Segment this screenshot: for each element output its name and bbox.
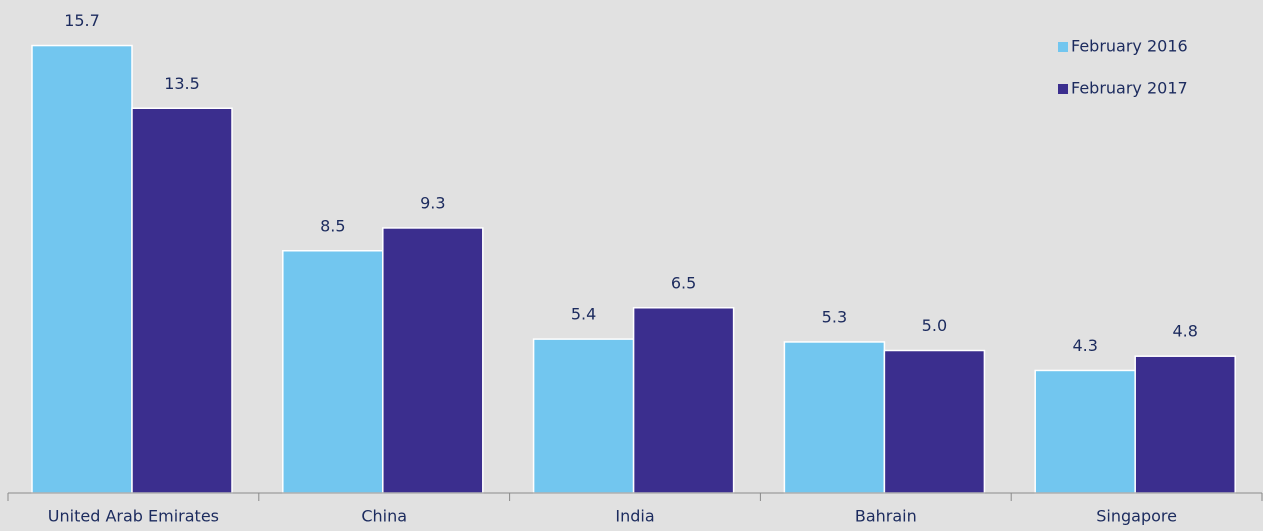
x-tick-label: United Arab Emirates — [48, 507, 219, 526]
bar — [532, 338, 635, 494]
x-tick-label: China — [361, 507, 407, 526]
bar — [31, 44, 133, 494]
bar — [883, 349, 986, 494]
value-label: 5.3 — [822, 307, 847, 326]
value-label: 4.8 — [1172, 322, 1197, 341]
x-tick-label: Singapore — [1096, 507, 1177, 526]
legend-swatch — [1058, 84, 1068, 94]
value-label: 8.5 — [320, 216, 345, 235]
legend-label: February 2017 — [1071, 79, 1188, 98]
value-label: 5.4 — [571, 305, 596, 324]
x-tick-label: Bahrain — [855, 507, 917, 526]
value-label: 6.5 — [671, 273, 696, 292]
bar — [1034, 369, 1136, 494]
value-label: 13.5 — [164, 74, 200, 93]
bar — [382, 227, 484, 494]
legend-label: February 2016 — [1071, 37, 1188, 56]
bar — [1134, 355, 1236, 494]
bar — [783, 341, 886, 494]
legend-swatch — [1058, 42, 1068, 52]
value-label: 15.7 — [64, 11, 100, 30]
bar — [282, 250, 384, 494]
value-label: 4.3 — [1072, 336, 1097, 355]
value-label: 9.3 — [420, 193, 445, 212]
value-label: 5.0 — [922, 316, 947, 335]
bar — [632, 307, 735, 494]
x-tick-label: India — [615, 507, 654, 526]
bar — [131, 107, 233, 494]
